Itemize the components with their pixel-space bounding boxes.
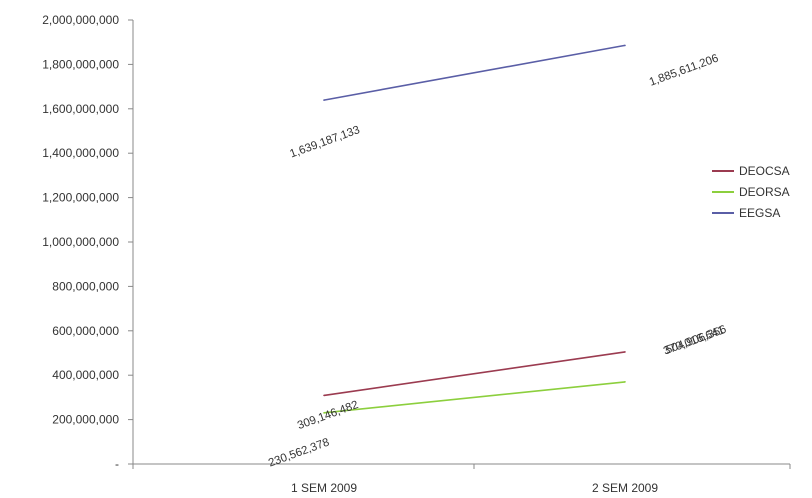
data-label: 1,885,611,206 [648,53,720,89]
y-tick-label: 600,000,000 [52,324,119,338]
series-lines [323,44,626,414]
y-tick-label: 1,000,000,000 [42,235,119,249]
y-tick-label: 2,000,000,000 [42,13,119,27]
y-tick-label: 1,200,000,000 [42,191,119,205]
y-tick-label: 200,000,000 [52,413,119,427]
data-point [323,99,325,101]
data-labels: 309,146,482504,906,356230,562,378370,016… [267,53,728,470]
legend-label-deorsa: DEORSA [739,185,790,199]
data-label: 1,639,187,133 [288,124,361,160]
y-tick-label: - [115,457,119,471]
series-line-deorsa [323,381,626,414]
x-axis: 1 SEM 2009 2 SEM 2009 [132,463,791,495]
data-point [624,44,626,47]
x-tick-label: 2 SEM 2009 [592,481,658,495]
y-tick-label: 1,400,000,000 [42,146,119,160]
y-tick-label: 800,000,000 [52,279,119,293]
data-point [624,381,626,383]
data-point [323,412,325,414]
series-line-eegsa [323,44,626,101]
data-label: 309,146,482 [296,399,360,432]
data-label: 370,016,641 [662,324,726,357]
x-tick-label: 1 SEM 2009 [291,481,357,495]
series-line-deocsa [323,351,626,397]
data-point [624,351,626,353]
y-tick-label: 1,600,000,000 [42,102,119,116]
y-tick-label: 400,000,000 [52,368,119,382]
legend-label-deocsa: DEOCSA [739,164,790,178]
y-tick-label: 1,800,000,000 [42,57,119,71]
legend: DEOCSA DEORSA EEGSA [712,164,790,220]
legend-label-eegsa: EEGSA [739,206,780,220]
data-label: 230,562,378 [267,436,331,469]
data-point [323,394,325,397]
y-axis: - 200,000,000 400,000,000 600,000,000 800,00… [42,13,134,471]
